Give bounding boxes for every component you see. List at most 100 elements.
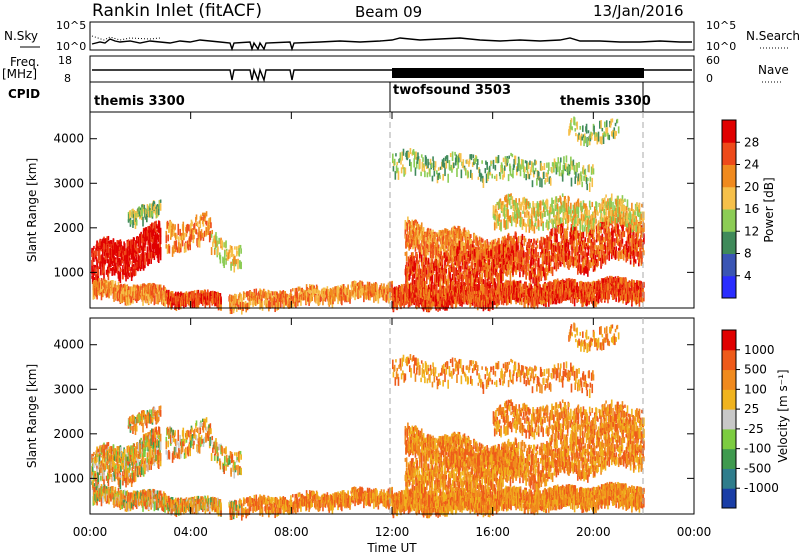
power-cell xyxy=(96,259,98,264)
power-cell xyxy=(401,284,404,292)
power-cell xyxy=(199,221,202,229)
power-cell xyxy=(106,258,109,264)
power-cell xyxy=(173,230,175,237)
power-cell xyxy=(133,209,136,215)
power-cell xyxy=(400,299,402,310)
power-cell xyxy=(251,292,254,297)
nsky-label: N.Sky xyxy=(4,29,38,43)
power-cell xyxy=(296,299,299,307)
nsearch-trace xyxy=(91,35,161,41)
power-cell xyxy=(121,259,124,263)
power-cell xyxy=(230,263,232,271)
power-cell xyxy=(119,273,122,284)
power-cell xyxy=(337,285,339,292)
power-cell xyxy=(205,211,208,217)
power-cell xyxy=(195,214,198,220)
power-cell xyxy=(344,286,346,294)
power-cell xyxy=(358,283,360,291)
power-cell xyxy=(105,269,108,275)
power-cell xyxy=(175,240,178,250)
power-cell xyxy=(324,297,327,302)
power-cell xyxy=(261,300,264,311)
power-cell xyxy=(193,234,195,240)
power-cell xyxy=(131,272,134,278)
power-cell xyxy=(193,290,196,296)
power-cell xyxy=(242,291,245,297)
power-cell xyxy=(211,229,214,235)
power-cell xyxy=(91,265,93,273)
power-cell xyxy=(243,302,246,309)
power-cell xyxy=(198,235,200,241)
power-cell xyxy=(99,247,102,251)
power-cell xyxy=(143,293,146,301)
power-cell xyxy=(139,254,142,258)
power-cell xyxy=(167,234,169,242)
power-cell xyxy=(110,240,113,248)
power-cell xyxy=(159,199,162,203)
power-cell xyxy=(269,302,271,309)
power-cell xyxy=(436,296,438,306)
power-cell xyxy=(96,262,98,268)
power-cell xyxy=(107,240,110,244)
power-cell xyxy=(92,274,95,283)
power-cell xyxy=(120,259,122,267)
power-cell xyxy=(317,289,319,297)
power-cell xyxy=(177,291,180,297)
date-label: 13/Jan/2016 xyxy=(593,2,684,20)
power-cell xyxy=(156,284,159,289)
power-cell xyxy=(291,288,294,292)
power-cell xyxy=(203,215,205,222)
power-cell xyxy=(105,238,107,244)
power-cell xyxy=(149,203,151,208)
power-cell xyxy=(112,238,115,247)
power-cell xyxy=(358,289,361,297)
power-cell xyxy=(106,236,108,243)
power-cell xyxy=(129,268,132,276)
power-cell xyxy=(231,248,234,257)
power-cell xyxy=(364,284,367,291)
nsearch-label: N.Search xyxy=(746,29,800,43)
power-cell xyxy=(342,288,345,293)
nsky-trace xyxy=(91,37,692,52)
power-cell xyxy=(113,255,115,263)
power-cell xyxy=(297,286,300,292)
power-cell xyxy=(238,248,241,257)
power-cell xyxy=(132,247,134,257)
power-cell xyxy=(96,291,99,296)
power-cell xyxy=(168,245,171,254)
power-cell xyxy=(165,235,168,244)
power-cell xyxy=(236,251,239,255)
power-cell xyxy=(363,288,366,299)
power-cell xyxy=(235,259,237,265)
power-cell xyxy=(198,297,200,305)
power-cell xyxy=(112,257,114,262)
power-cell xyxy=(135,240,137,248)
power-cell xyxy=(100,270,102,275)
power-data-cells xyxy=(91,116,645,315)
power-cell xyxy=(334,294,336,302)
power-cell xyxy=(193,222,196,230)
power-cell xyxy=(108,267,111,274)
power-cell xyxy=(203,230,206,237)
power-cell xyxy=(354,280,357,286)
power-cell xyxy=(193,228,195,233)
power-cell xyxy=(295,297,297,308)
power-cell xyxy=(315,295,317,304)
power-cell xyxy=(296,294,298,302)
power-cell xyxy=(244,294,246,299)
power-cell xyxy=(134,259,137,268)
power-cell xyxy=(154,284,157,289)
power-cell xyxy=(148,258,151,265)
power-cell xyxy=(177,229,180,236)
power-cell xyxy=(230,306,233,315)
power-cell xyxy=(228,296,231,302)
power-cell xyxy=(248,298,251,302)
power-cell xyxy=(390,281,392,289)
power-cell xyxy=(116,287,119,296)
power-cell xyxy=(385,289,387,297)
power-cell xyxy=(201,212,204,216)
power-cell xyxy=(145,230,147,240)
power-cell xyxy=(201,232,203,238)
power-cell xyxy=(101,248,104,258)
